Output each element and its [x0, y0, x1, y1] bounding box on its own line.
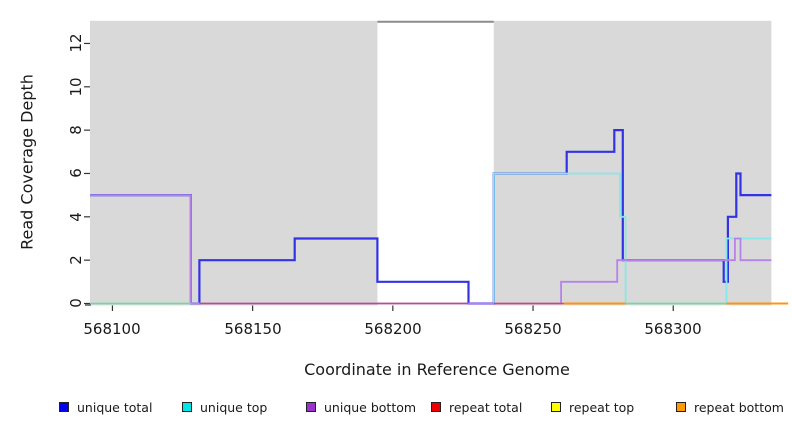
x-axis-title: Coordinate in Reference Genome	[304, 360, 570, 379]
legend-swatch-repeat-bottom	[676, 402, 686, 412]
x-tick-label: 568200	[364, 320, 422, 338]
legend-swatch-unique-total	[59, 402, 69, 412]
legend-item-unique-top: unique top	[182, 399, 267, 415]
legend-swatch-unique-top	[182, 402, 192, 412]
y-tick-label: 6	[67, 168, 85, 178]
legend-swatch-repeat-top	[551, 402, 561, 412]
legend-item-repeat-total: repeat total	[431, 399, 522, 415]
legend-swatch-unique-bottom	[306, 402, 316, 412]
legend-item-repeat-bottom: repeat bottom	[676, 399, 784, 415]
legend-label: repeat bottom	[694, 399, 784, 415]
legend-label: repeat top	[569, 399, 635, 415]
y-axis-title: Read Coverage Depth	[17, 74, 37, 250]
background-region-unique-mappability-left	[90, 20, 378, 306]
x-tick-label: 568300	[644, 320, 702, 338]
legend-label: unique bottom	[324, 399, 417, 415]
y-tick-label: 10	[67, 77, 85, 97]
y-tick-label: 4	[67, 212, 85, 222]
y-tick-label: 2	[67, 255, 85, 265]
legend-item-unique-total: unique total	[59, 399, 152, 415]
legend-label: unique top	[200, 399, 268, 415]
legend-item-unique-bottom: unique bottom	[306, 399, 416, 415]
x-tick-label: 568250	[504, 320, 562, 338]
series-unique-total	[90, 129, 772, 305]
y-tick-label: 0	[67, 298, 85, 308]
y-tick-label: 12	[67, 33, 85, 53]
legend-item-repeat-top: repeat top	[551, 399, 634, 415]
legend-swatch-repeat-total	[431, 402, 441, 412]
x-tick-label: 568150	[224, 320, 282, 338]
y-tick-label: 8	[67, 125, 85, 135]
legend-label: unique total	[77, 399, 153, 415]
legend-label: repeat total	[449, 399, 523, 415]
legend: unique total unique top unique bottom re…	[0, 399, 792, 417]
x-tick-label: 568100	[83, 320, 141, 338]
background-region-unique-mappability-right	[493, 20, 772, 306]
series-unique-bottom	[90, 194, 772, 305]
